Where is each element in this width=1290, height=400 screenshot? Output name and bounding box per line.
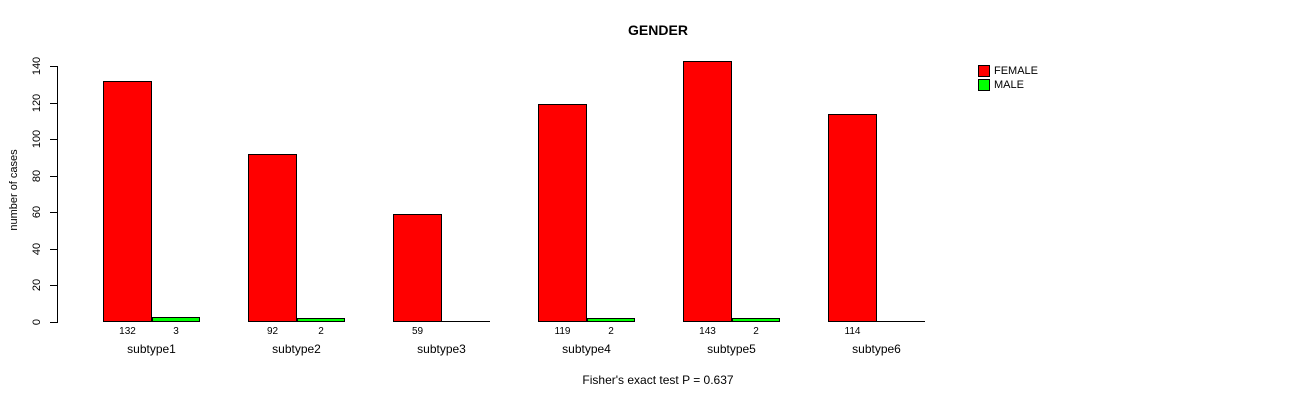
x-category-label-subtype5: subtype5 xyxy=(707,342,756,356)
y-axis-line xyxy=(57,66,58,323)
bar-count-label-male-subtype1: 3 xyxy=(173,326,179,337)
bar-count-label-female-subtype3: 59 xyxy=(411,326,424,337)
y-axis-tick-label: 40 xyxy=(31,242,43,255)
y-axis-tick-label: 20 xyxy=(31,279,43,292)
bar-count-label-male-subtype2: 2 xyxy=(318,326,324,337)
y-axis-tick xyxy=(50,322,57,323)
legend-item-female: FEMALE xyxy=(978,64,1038,78)
y-axis-tick-label: 120 xyxy=(31,93,43,112)
x-category-label-subtype4: subtype4 xyxy=(562,342,611,356)
bar-male-subtype4 xyxy=(587,318,635,322)
y-axis-tick xyxy=(50,248,57,250)
x-category-label-subtype6: subtype6 xyxy=(852,342,901,356)
y-axis-tick xyxy=(50,212,57,214)
bar-count-label-female-subtype4: 119 xyxy=(554,326,571,337)
legend-swatch-female xyxy=(978,65,990,77)
bar-female-subtype4 xyxy=(538,104,587,322)
y-axis-tick xyxy=(50,66,57,67)
y-axis-tick-label: 60 xyxy=(31,206,43,219)
bar-count-label-female-subtype1: 132 xyxy=(119,326,136,337)
bar-female-subtype3 xyxy=(393,214,442,322)
bar-female-subtype6 xyxy=(828,113,877,322)
legend: FEMALE MALE xyxy=(978,64,1038,92)
y-axis-tick-label: 0 xyxy=(31,318,43,326)
legend-item-male: MALE xyxy=(978,78,1038,92)
legend-swatch-male xyxy=(978,79,990,91)
bar-female-subtype2 xyxy=(248,153,297,322)
bar-female-subtype5 xyxy=(683,60,732,322)
bar-male-subtype5 xyxy=(732,318,780,322)
y-axis-tick xyxy=(50,102,57,104)
y-axis-tick-label: 80 xyxy=(31,169,43,182)
bar-male-subtype2 xyxy=(297,318,345,322)
y-axis-label: number of cases xyxy=(8,149,20,231)
fisher-test-annotation: Fisher's exact test P = 0.637 xyxy=(582,373,734,387)
x-category-label-subtype1: subtype1 xyxy=(127,342,176,356)
bar-count-label-female-subtype6: 114 xyxy=(844,326,861,337)
bar-count-label-male-subtype5: 2 xyxy=(753,326,759,337)
y-axis-tick xyxy=(50,175,57,177)
x-category-label-subtype2: subtype2 xyxy=(272,342,321,356)
chart-title: GENDER xyxy=(628,22,688,38)
y-axis-tick-label: 100 xyxy=(31,129,43,149)
bar-female-subtype1 xyxy=(103,80,152,322)
x-category-label-subtype3: subtype3 xyxy=(417,342,466,356)
y-axis-tick-label: 140 xyxy=(31,56,43,76)
legend-label-male: MALE xyxy=(994,79,1024,91)
bar-count-label-female-subtype5: 143 xyxy=(699,326,716,337)
bar-male-subtype1 xyxy=(152,316,200,322)
bar-count-label-female-subtype2: 92 xyxy=(266,326,279,337)
y-axis-tick xyxy=(50,285,57,287)
legend-label-female: FEMALE xyxy=(994,65,1039,77)
bar-count-label-male-subtype4: 2 xyxy=(608,326,614,337)
y-axis-tick xyxy=(50,139,57,141)
